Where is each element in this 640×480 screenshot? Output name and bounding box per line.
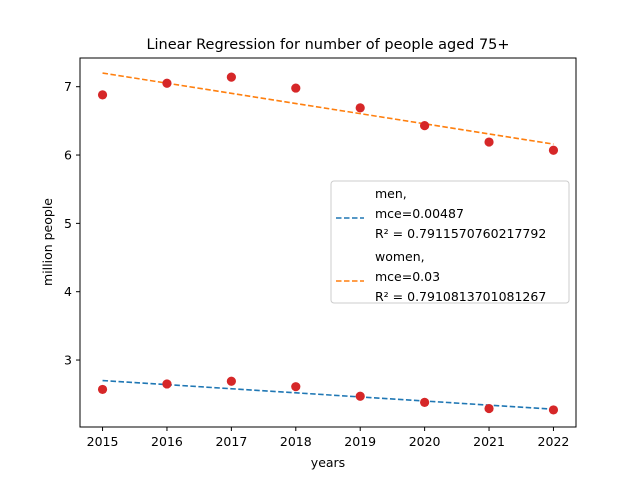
x-tick-label-2021: 2021 bbox=[473, 434, 505, 449]
data-point-women-4 bbox=[355, 103, 365, 113]
legend-label-women-0: women, bbox=[375, 249, 425, 264]
x-tick-label-2018: 2018 bbox=[280, 434, 312, 449]
data-point-men-3 bbox=[291, 382, 301, 392]
y-tick-label-4: 4 bbox=[64, 284, 72, 299]
chart-title: Linear Regression for number of people a… bbox=[146, 37, 509, 53]
data-point-women-1 bbox=[162, 78, 172, 88]
data-point-men-1 bbox=[162, 379, 172, 389]
data-point-women-7 bbox=[548, 145, 559, 155]
legend-label-men-0: men, bbox=[375, 186, 407, 201]
y-axis-label: million people bbox=[40, 198, 55, 286]
x-tick-label-2019: 2019 bbox=[344, 434, 376, 449]
data-point-women-5 bbox=[420, 121, 430, 131]
y-tick-label-7: 7 bbox=[64, 79, 72, 94]
data-point-women-2 bbox=[226, 72, 236, 82]
legend: men, mce=0.00487 R² = 0.7911570760217792 wo… bbox=[330, 180, 570, 304]
x-tick-label-2017: 2017 bbox=[215, 434, 247, 449]
data-point-women-0 bbox=[97, 90, 108, 100]
fit-line-men bbox=[102, 379, 554, 411]
data-point-women-3 bbox=[291, 83, 301, 93]
data-point-men-7 bbox=[548, 405, 559, 415]
fit-line-women bbox=[102, 72, 554, 145]
legend-label-men-1: mce=0.00487 bbox=[375, 206, 464, 221]
legend-box bbox=[330, 180, 570, 304]
data-point-men-2 bbox=[226, 376, 236, 386]
data-point-men-0 bbox=[97, 384, 108, 395]
legend-label-men-2: R² = 0.7911570760217792 bbox=[375, 226, 546, 241]
x-tick-label-2015: 2015 bbox=[87, 434, 119, 449]
axes-frame bbox=[79, 57, 577, 428]
data-point-men-4 bbox=[355, 391, 365, 401]
x-tick-label-2022: 2022 bbox=[538, 434, 570, 449]
y-tick-label-3: 3 bbox=[64, 353, 72, 368]
legend-label-women-1: mce=0.03 bbox=[375, 269, 440, 284]
x-tick-label-2020: 2020 bbox=[409, 434, 441, 449]
legend-label-women-2: R² = 0.7910813701081267 bbox=[375, 289, 546, 304]
plot-area: 2015 2016 2017 2018 2019 2020 2021 2022 3 4 5 6 7 bbox=[64, 57, 577, 449]
data-point-women-6 bbox=[484, 137, 494, 147]
x-axis-label: years bbox=[311, 455, 345, 470]
data-point-men-6 bbox=[484, 403, 494, 414]
y-tick-label-5: 5 bbox=[64, 216, 72, 231]
x-tick-label-2016: 2016 bbox=[151, 434, 183, 449]
y-tick-label-6: 6 bbox=[64, 148, 72, 163]
data-point-men-5 bbox=[420, 397, 430, 407]
